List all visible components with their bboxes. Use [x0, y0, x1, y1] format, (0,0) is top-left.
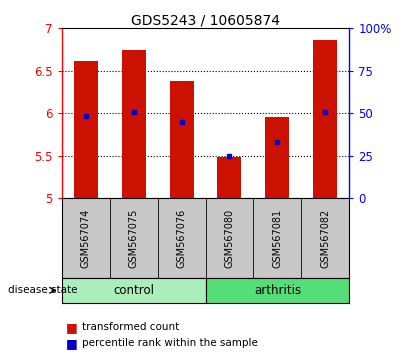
Bar	[266, 117, 289, 198]
Bar	[74, 62, 98, 198]
Text: ■: ■	[66, 321, 78, 334]
Bar	[217, 158, 241, 198]
Text: GSM567082: GSM567082	[321, 209, 330, 268]
Text: GSM567080: GSM567080	[224, 209, 234, 268]
Bar	[169, 81, 194, 198]
Text: disease state: disease state	[8, 285, 78, 295]
Text: control: control	[113, 284, 154, 297]
Text: ■: ■	[66, 337, 78, 350]
Text: GSM567074: GSM567074	[81, 209, 90, 268]
Bar	[206, 278, 349, 303]
Bar	[313, 40, 337, 198]
Text: GSM567076: GSM567076	[177, 209, 187, 268]
Bar	[122, 50, 145, 198]
Text: arthritis: arthritis	[254, 284, 301, 297]
Text: transformed count: transformed count	[82, 322, 180, 332]
Bar	[62, 278, 206, 303]
Text: GSM567075: GSM567075	[129, 209, 139, 268]
Text: percentile rank within the sample: percentile rank within the sample	[82, 338, 258, 348]
Title: GDS5243 / 10605874: GDS5243 / 10605874	[131, 13, 280, 27]
Text: GSM567081: GSM567081	[272, 209, 282, 268]
